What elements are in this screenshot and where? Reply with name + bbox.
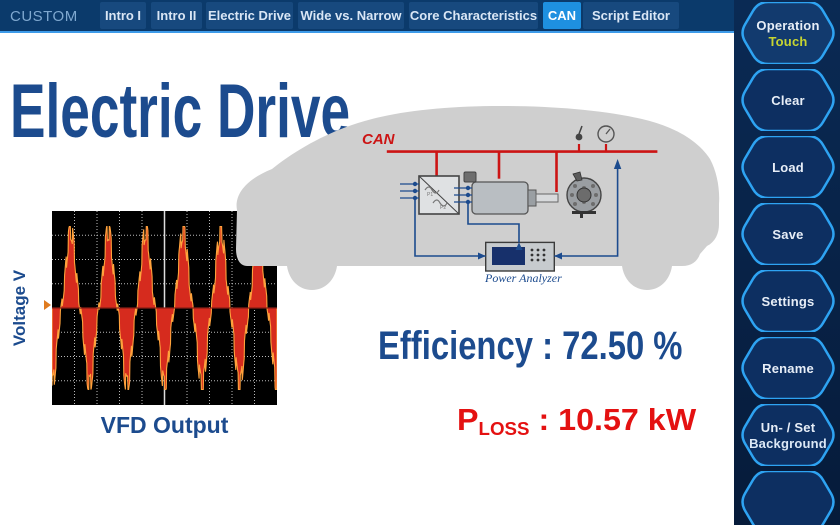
svg-text:P1: P1 bbox=[427, 192, 433, 198]
svg-text:Power Analyzer: Power Analyzer bbox=[484, 271, 562, 285]
svg-text:P2: P2 bbox=[440, 205, 446, 211]
svg-text:CAN: CAN bbox=[362, 131, 396, 148]
